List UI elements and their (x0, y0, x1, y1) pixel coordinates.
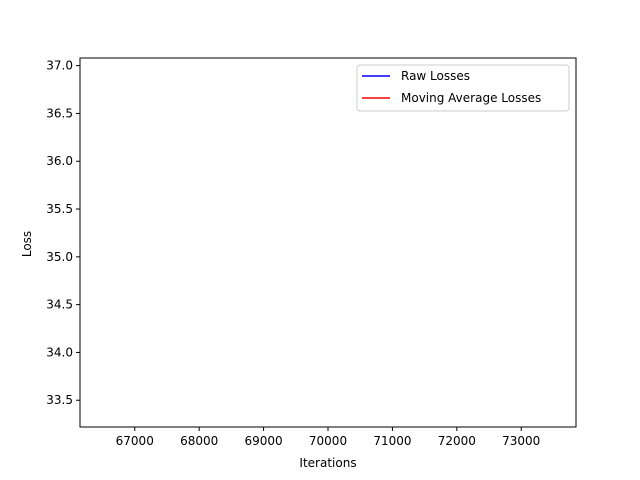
x-tick-label: 71000 (373, 434, 411, 448)
x-axis-label: Iterations (299, 456, 356, 470)
y-tick-label: 36.0 (46, 154, 73, 168)
x-tick-label: 70000 (309, 434, 347, 448)
y-tick-label: 34.5 (46, 298, 73, 312)
y-axis-label: Loss (20, 231, 34, 257)
x-tick-label: 73000 (502, 434, 540, 448)
y-tick-label: 35.0 (46, 250, 73, 264)
legend-box (356, 64, 570, 112)
y-axis: 33.5 34.0 34.5 35.0 35.5 36.0 36.5 37.0 (46, 59, 80, 407)
x-tick-label: 72000 (438, 434, 476, 448)
legend: Raw Losses Moving Average Losses (356, 64, 570, 112)
y-tick-label: 35.5 (46, 202, 73, 216)
legend-label: Moving Average Losses (401, 91, 541, 105)
y-tick-label: 37.0 (46, 59, 73, 73)
y-tick-label: 36.5 (46, 106, 73, 120)
y-tick-label: 33.5 (46, 393, 73, 407)
x-tick-label: 68000 (180, 434, 218, 448)
x-axis: 67000 68000 69000 70000 71000 72000 73000 (116, 427, 540, 448)
x-tick-label: 69000 (244, 434, 282, 448)
legend-label: Raw Losses (401, 69, 470, 83)
x-tick-label: 67000 (116, 434, 154, 448)
y-tick-label: 34.0 (46, 345, 73, 359)
